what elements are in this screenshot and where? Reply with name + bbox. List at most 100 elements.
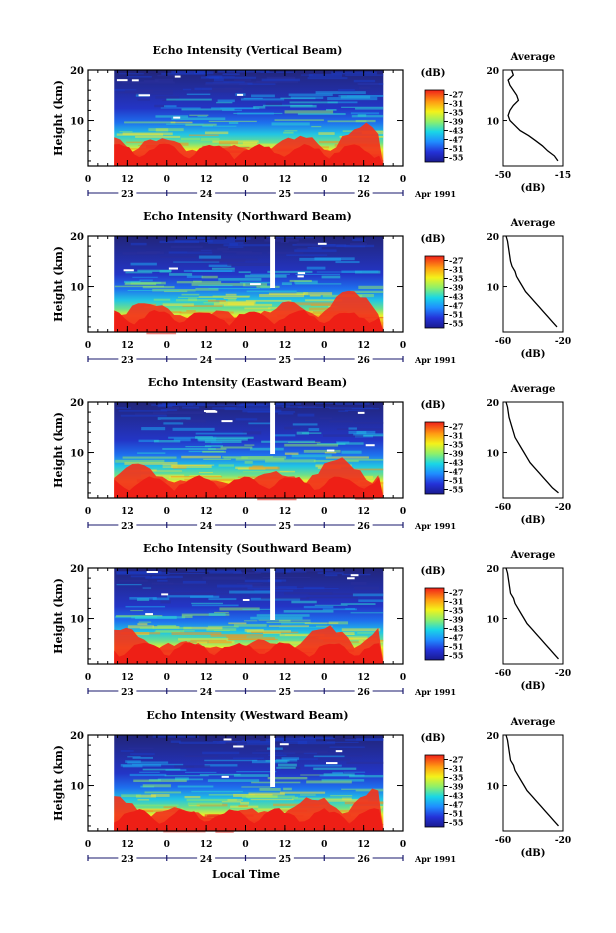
x-tick-label: 0: [242, 341, 248, 351]
missing-data-speckle: [297, 275, 304, 278]
missing-data-speckle: [131, 79, 139, 82]
heatmap-streak: [344, 458, 384, 461]
heatmap-streak: [212, 436, 254, 439]
heatmap-streak: [328, 621, 349, 625]
heatmap-streak: [290, 96, 324, 100]
heatmap-streak: [188, 298, 197, 302]
profile-x-tick-label: -20: [555, 503, 571, 513]
heatmap-streak: [278, 626, 328, 628]
heatmap-streak: [195, 436, 213, 439]
heatmap-streak: [124, 282, 157, 286]
heatmap-streak: [222, 250, 253, 253]
data-gap: [270, 236, 276, 288]
profile-x-tick-label: -60: [495, 669, 511, 679]
heatmap-streak: [135, 588, 175, 590]
heatmap-streak: [320, 244, 347, 247]
heatmap-streak: [184, 796, 201, 799]
heatmap-streak: [208, 448, 227, 450]
profile-title: Average: [510, 384, 556, 395]
heatmap-streak: [224, 407, 271, 411]
heatmap-strongest-echo: [114, 642, 384, 664]
x-tick-label: 0: [85, 507, 91, 517]
day-label: 25: [279, 190, 292, 200]
y-axis-title: Height (km): [52, 80, 65, 156]
colorbar-tick-label: -39: [449, 615, 464, 625]
day-label-bg: [275, 853, 294, 863]
panel-title: Echo Intensity (Westward Beam): [146, 709, 348, 722]
colorbar-tick-label: -47: [449, 467, 463, 477]
missing-data-speckle: [326, 449, 335, 452]
heatmap-streak: [202, 751, 240, 755]
heatmap-streak: [197, 438, 248, 441]
heatmap-streak: [208, 794, 255, 796]
day-label-bg: [197, 686, 216, 696]
heatmap-streak: [188, 805, 200, 807]
colorbar-tick-label: -27: [449, 588, 463, 598]
heatmap-streak: [224, 87, 241, 90]
heatmap-streak: [115, 459, 165, 463]
heatmap-streak: [338, 755, 363, 757]
heatmap-streak: [120, 750, 134, 752]
heatmap-streak: [198, 255, 222, 259]
data-gap: [270, 735, 276, 787]
heatmap-streak: [181, 293, 200, 296]
heatmap-streak: [314, 604, 348, 606]
heatmap-streak: [345, 74, 384, 76]
colorbar-tick-label: -43: [449, 126, 464, 136]
x-tick-label: 12: [279, 673, 292, 683]
profile-y-tick-label: 20: [486, 732, 499, 742]
heatmap-streak: [157, 417, 191, 420]
colorbar-unit: (dB): [421, 68, 446, 79]
heatmap-streak: [233, 774, 269, 777]
heatmap-streak: [284, 426, 293, 430]
y-tick-label: 20: [70, 731, 84, 742]
day-label: 25: [279, 356, 292, 366]
day-label: 23: [121, 190, 134, 200]
heatmap-streak: [118, 410, 168, 412]
y-axis-title: Height (km): [52, 578, 65, 654]
heatmap-streak: [173, 261, 220, 263]
day-label: 26: [357, 190, 370, 200]
data-gap: [270, 568, 276, 620]
day-label: 24: [200, 356, 213, 366]
heatmap-streak: [182, 88, 192, 91]
heatmap-streak: [116, 133, 164, 136]
heatmap-streak: [290, 105, 317, 108]
x-tick-label: 12: [357, 175, 370, 185]
heatmap-streak: [134, 91, 173, 95]
heatmap-streak: [274, 119, 324, 121]
heatmap-streak: [260, 71, 297, 73]
day-label: 24: [200, 190, 213, 200]
heatmap-streak: [346, 761, 384, 764]
heatmap-streak: [167, 595, 214, 598]
x-tick-label: 0: [400, 175, 406, 185]
heatmap-streak: [343, 771, 366, 773]
heatmap-streak: [244, 444, 255, 446]
heatmap-streak: [227, 799, 243, 801]
heatmap-streak: [225, 293, 237, 296]
heatmap-streak: [350, 612, 384, 614]
heatmap-streak: [301, 74, 313, 76]
heatmap-streak: [266, 237, 315, 239]
heatmap-streak: [283, 131, 294, 134]
heatmap-streak: [271, 122, 310, 126]
heatmap-streak: [311, 126, 322, 128]
heatmap-streak: [238, 805, 248, 807]
heatmap-streak: [217, 99, 235, 103]
day-label-bg: [197, 354, 216, 364]
heatmap-streak: [358, 86, 371, 90]
x-tick-label: 0: [242, 175, 248, 185]
heatmap-streak: [220, 107, 260, 110]
heatmap-streak: [185, 771, 217, 773]
heatmap-streak: [267, 776, 308, 780]
heatmap-streak: [166, 98, 212, 101]
heatmap-streak: [361, 475, 373, 479]
missing-data-speckle: [223, 738, 232, 741]
heatmap-streak: [246, 741, 274, 744]
day-label: 25: [279, 688, 292, 698]
missing-data-speckle: [173, 116, 181, 119]
heatmap-streak: [177, 785, 214, 788]
heatmap-streak: [135, 808, 184, 811]
heatmap-streak: [116, 571, 170, 575]
